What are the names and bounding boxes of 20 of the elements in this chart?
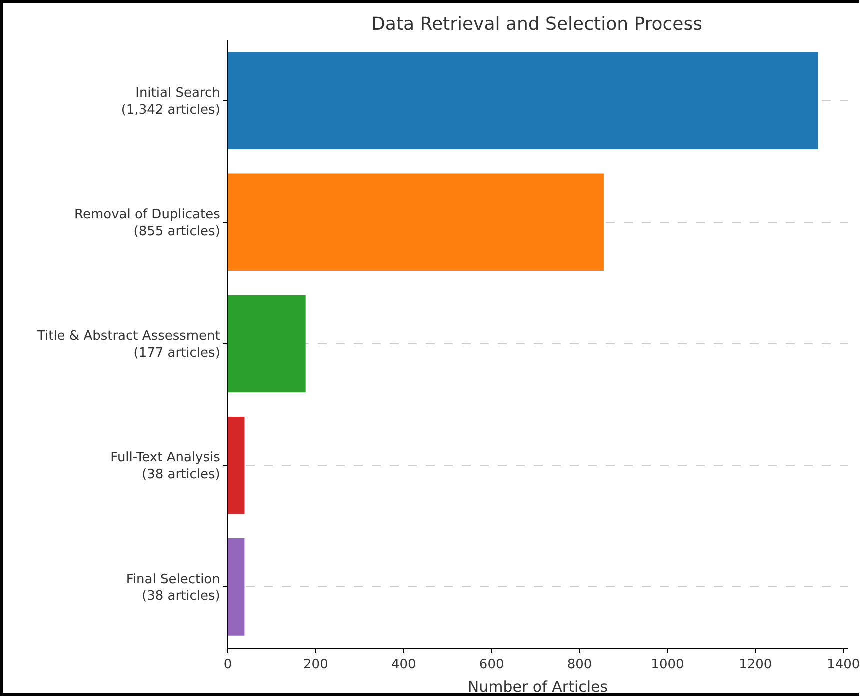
x-axis-title: Number of Articles bbox=[468, 678, 608, 696]
x-tick-label: 1400 bbox=[827, 658, 860, 673]
x-tick-label: 1000 bbox=[651, 658, 684, 673]
y-tick-label: Removal of Duplicates (855 articles) bbox=[74, 208, 221, 240]
x-tick-label: 800 bbox=[567, 658, 592, 673]
y-tick-label: Full-Text Analysis (38 articles) bbox=[110, 450, 221, 483]
bar bbox=[228, 174, 604, 272]
x-tick-label: 400 bbox=[391, 658, 416, 673]
chart-title: Data Retrieval and Selection Process bbox=[372, 14, 703, 35]
y-tick-label: Initial Search (1,342 articles) bbox=[121, 86, 220, 118]
x-tick-label: 0 bbox=[224, 658, 232, 673]
bar bbox=[228, 538, 245, 636]
bar bbox=[228, 416, 245, 514]
bar bbox=[228, 295, 306, 393]
bar bbox=[228, 52, 818, 150]
y-tick-label: Title & Abstract Assessment (177 articles) bbox=[36, 329, 220, 361]
x-tick-label: 600 bbox=[479, 658, 504, 673]
x-tick-label: 200 bbox=[304, 658, 328, 673]
y-tick-label: Final Selection (38 articles) bbox=[126, 572, 220, 604]
x-tick-label: 1200 bbox=[739, 658, 772, 673]
